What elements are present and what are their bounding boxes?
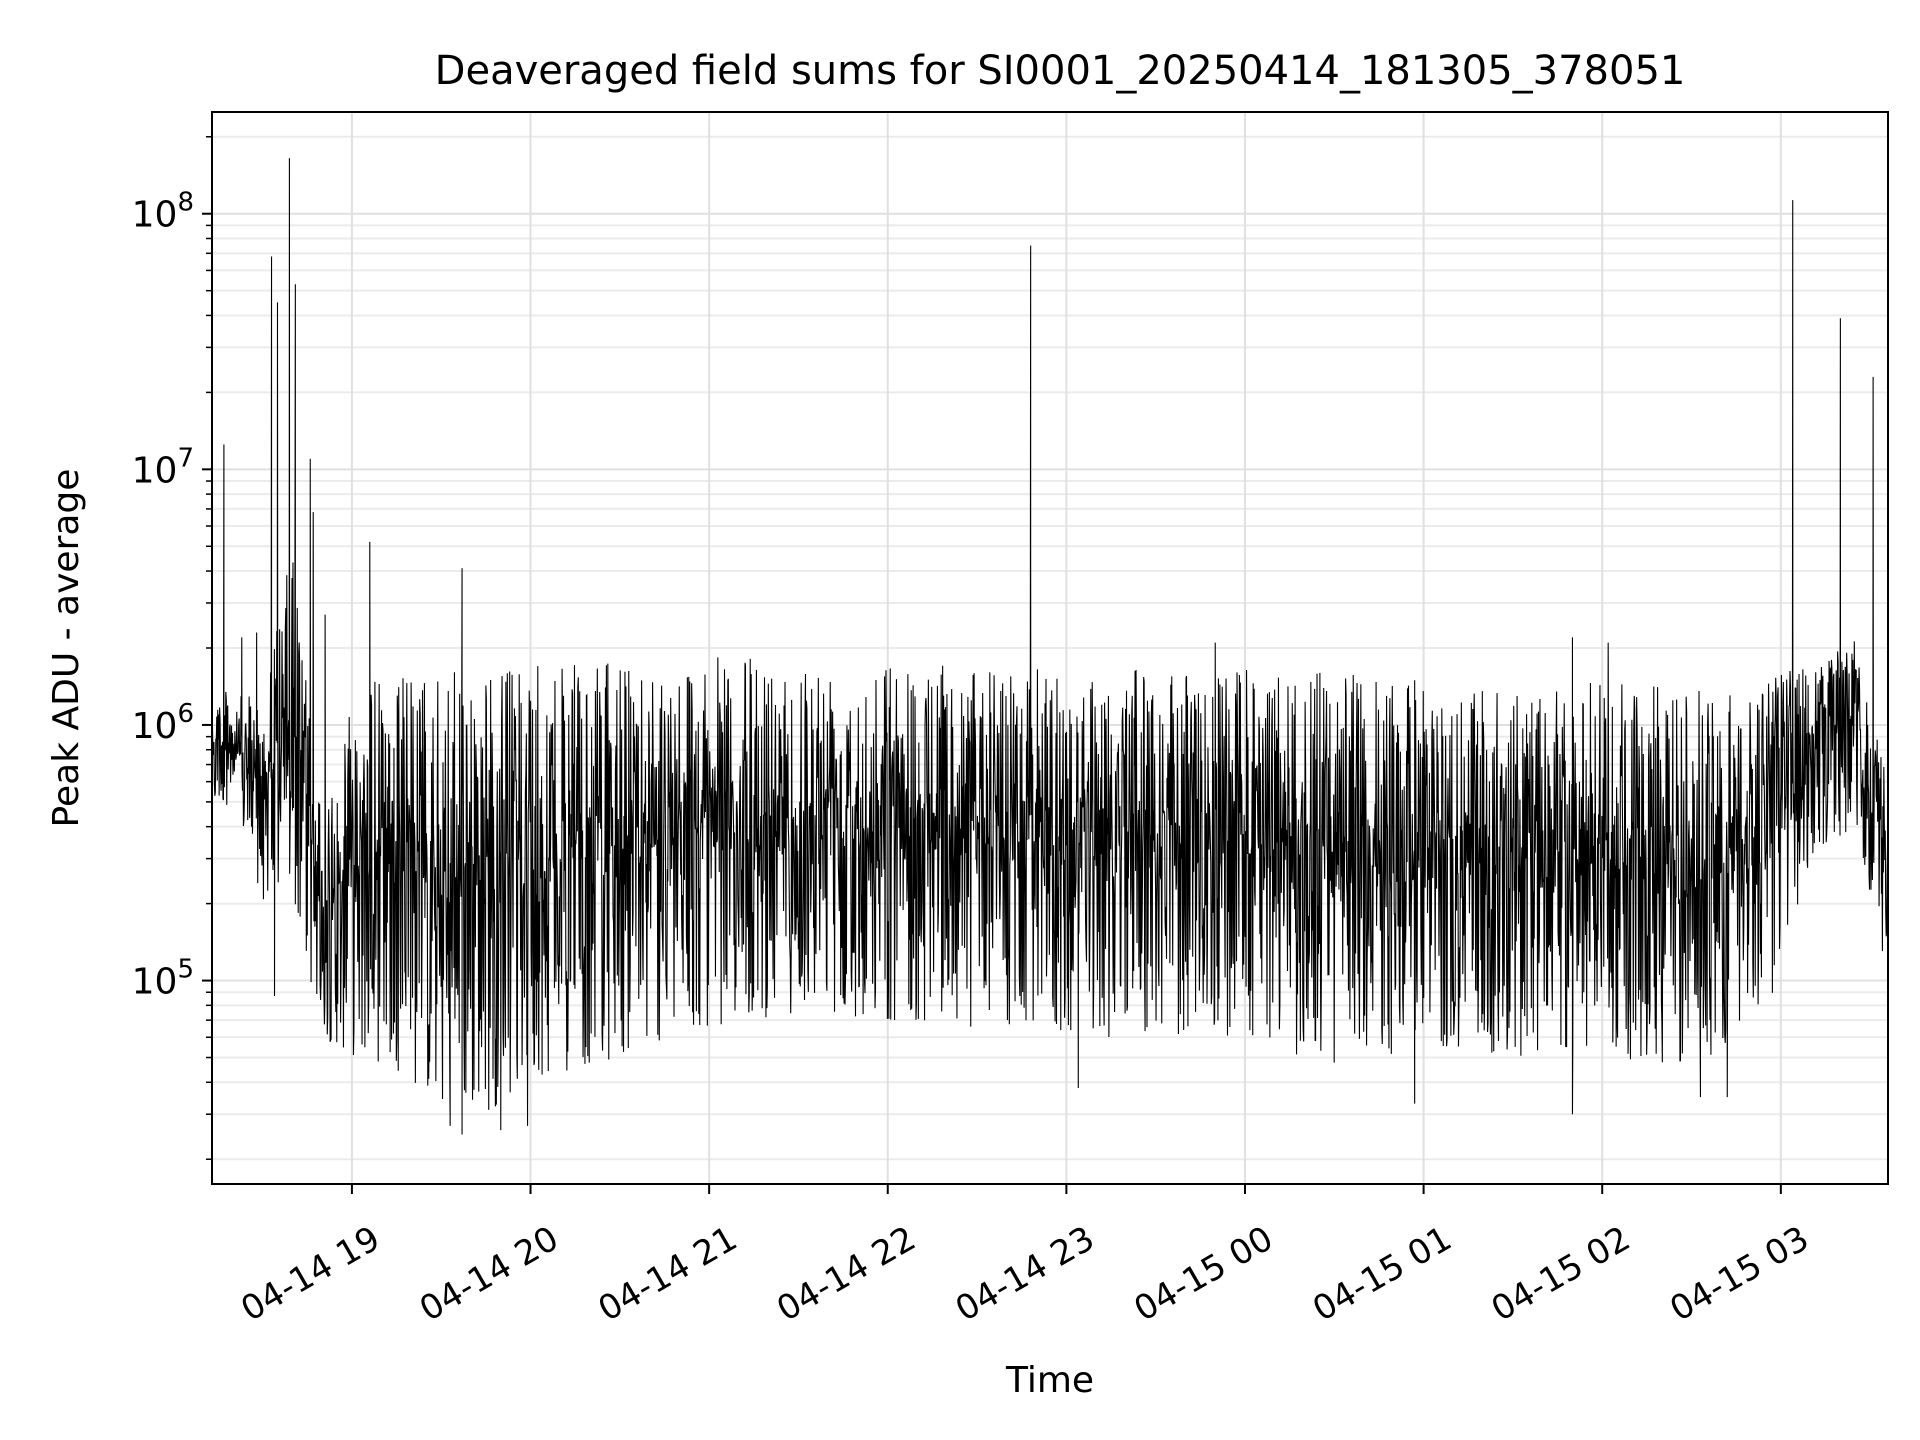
data-series (211, 158, 1889, 1135)
y-tick-label: 105 (132, 955, 194, 1003)
x-axis-label: Time (1005, 1360, 1094, 1401)
chart-title: Deaveraged field sums for SI0001_2025041… (435, 48, 1686, 94)
series-line (211, 158, 1889, 1135)
y-tick-label: 106 (132, 699, 194, 747)
y-tick-label: 107 (132, 443, 194, 491)
y-axis-label: Peak ADU - average (46, 469, 87, 828)
y-axis: 105 106 107 108 (132, 136, 212, 1160)
y-tick-label: 108 (132, 188, 194, 236)
